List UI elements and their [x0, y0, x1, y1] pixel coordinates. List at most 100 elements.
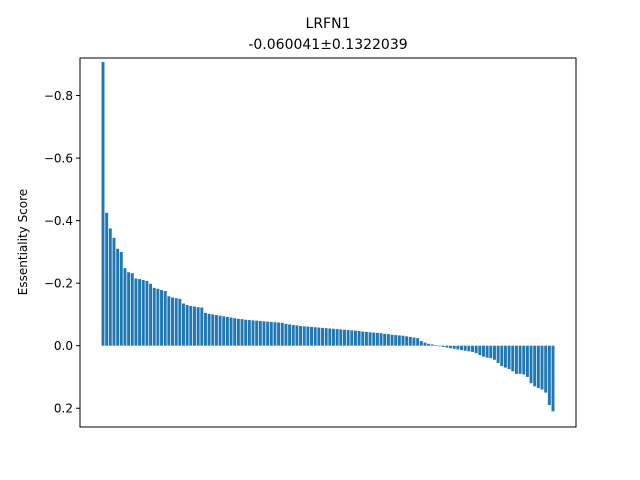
bar	[386, 334, 390, 346]
bar	[130, 273, 134, 346]
y-tick-label: 0.2	[54, 402, 73, 416]
bar	[452, 345, 456, 349]
bar	[518, 345, 522, 374]
bar	[390, 334, 394, 346]
bar	[474, 345, 478, 354]
bar	[547, 345, 551, 406]
bar	[255, 320, 259, 346]
bar	[156, 288, 160, 346]
bar	[313, 327, 317, 346]
bar	[364, 331, 368, 346]
bar	[193, 306, 196, 346]
bar	[321, 327, 324, 346]
bar	[401, 335, 405, 346]
y-tick-label: −0.4	[44, 214, 73, 228]
bar	[178, 298, 182, 346]
bar	[332, 328, 335, 346]
bar	[138, 279, 142, 346]
bar	[105, 212, 109, 346]
bar	[445, 345, 449, 348]
bar	[511, 345, 515, 372]
bar	[383, 333, 387, 346]
plot-frame	[79, 57, 577, 428]
y-tick-label: −0.2	[44, 277, 73, 291]
bar	[149, 283, 153, 346]
bar	[273, 322, 277, 346]
bar	[277, 322, 281, 346]
bar	[368, 332, 372, 346]
bar	[182, 303, 185, 346]
bar	[160, 290, 163, 346]
bar	[551, 345, 555, 412]
bar	[456, 345, 460, 350]
bar	[350, 330, 354, 346]
bar	[343, 329, 346, 346]
bar	[405, 336, 409, 346]
bar	[284, 323, 288, 346]
bar	[310, 326, 313, 346]
bar	[251, 320, 255, 346]
bar	[222, 316, 226, 346]
bar	[482, 345, 485, 357]
bar	[536, 345, 540, 388]
bar	[339, 329, 343, 346]
bar	[467, 345, 471, 352]
bar	[207, 313, 211, 346]
y-tick-label: −0.6	[44, 152, 73, 166]
bar	[438, 345, 442, 347]
bar	[244, 319, 248, 346]
bar	[427, 343, 431, 346]
bar	[379, 333, 383, 346]
bar	[240, 319, 244, 346]
bar	[152, 287, 156, 346]
bar	[134, 278, 138, 346]
bar	[335, 329, 339, 346]
y-axis-label: Essentiality Score	[16, 189, 30, 295]
bar	[211, 314, 215, 346]
bar	[346, 330, 350, 346]
bar	[141, 280, 145, 346]
bar	[145, 280, 149, 346]
bar	[185, 305, 189, 346]
bar	[214, 315, 218, 346]
bar	[174, 298, 178, 346]
bar	[408, 336, 412, 346]
bar	[225, 316, 229, 346]
bar	[295, 325, 299, 346]
bar	[375, 332, 379, 346]
bar	[233, 318, 237, 346]
bar	[299, 325, 303, 346]
y-tick-label: −0.8	[44, 89, 73, 103]
bar	[328, 328, 332, 346]
bar	[478, 345, 482, 356]
bar	[167, 296, 171, 346]
bar	[514, 345, 518, 374]
bar	[471, 345, 474, 352]
bar	[416, 338, 420, 346]
bar	[196, 307, 200, 346]
bar	[522, 345, 526, 375]
bar	[123, 268, 127, 346]
bar	[262, 321, 266, 346]
bar	[291, 325, 295, 346]
bar	[441, 345, 445, 347]
bar	[372, 332, 376, 346]
bar	[247, 320, 251, 346]
y-axis: −0.8 −0.6 −0.4 −0.2 0.0 0.2	[44, 89, 80, 416]
bar	[394, 335, 398, 346]
bar	[112, 237, 116, 346]
bar	[306, 326, 310, 346]
bar	[533, 345, 537, 387]
bar	[302, 326, 306, 346]
bar	[544, 345, 548, 393]
bar	[357, 331, 361, 346]
bar	[430, 344, 434, 346]
bar	[496, 345, 500, 363]
bar	[288, 324, 292, 346]
bar	[317, 327, 321, 346]
bar	[412, 337, 416, 346]
bar	[116, 248, 120, 346]
bar	[266, 321, 270, 346]
bar	[397, 335, 401, 346]
